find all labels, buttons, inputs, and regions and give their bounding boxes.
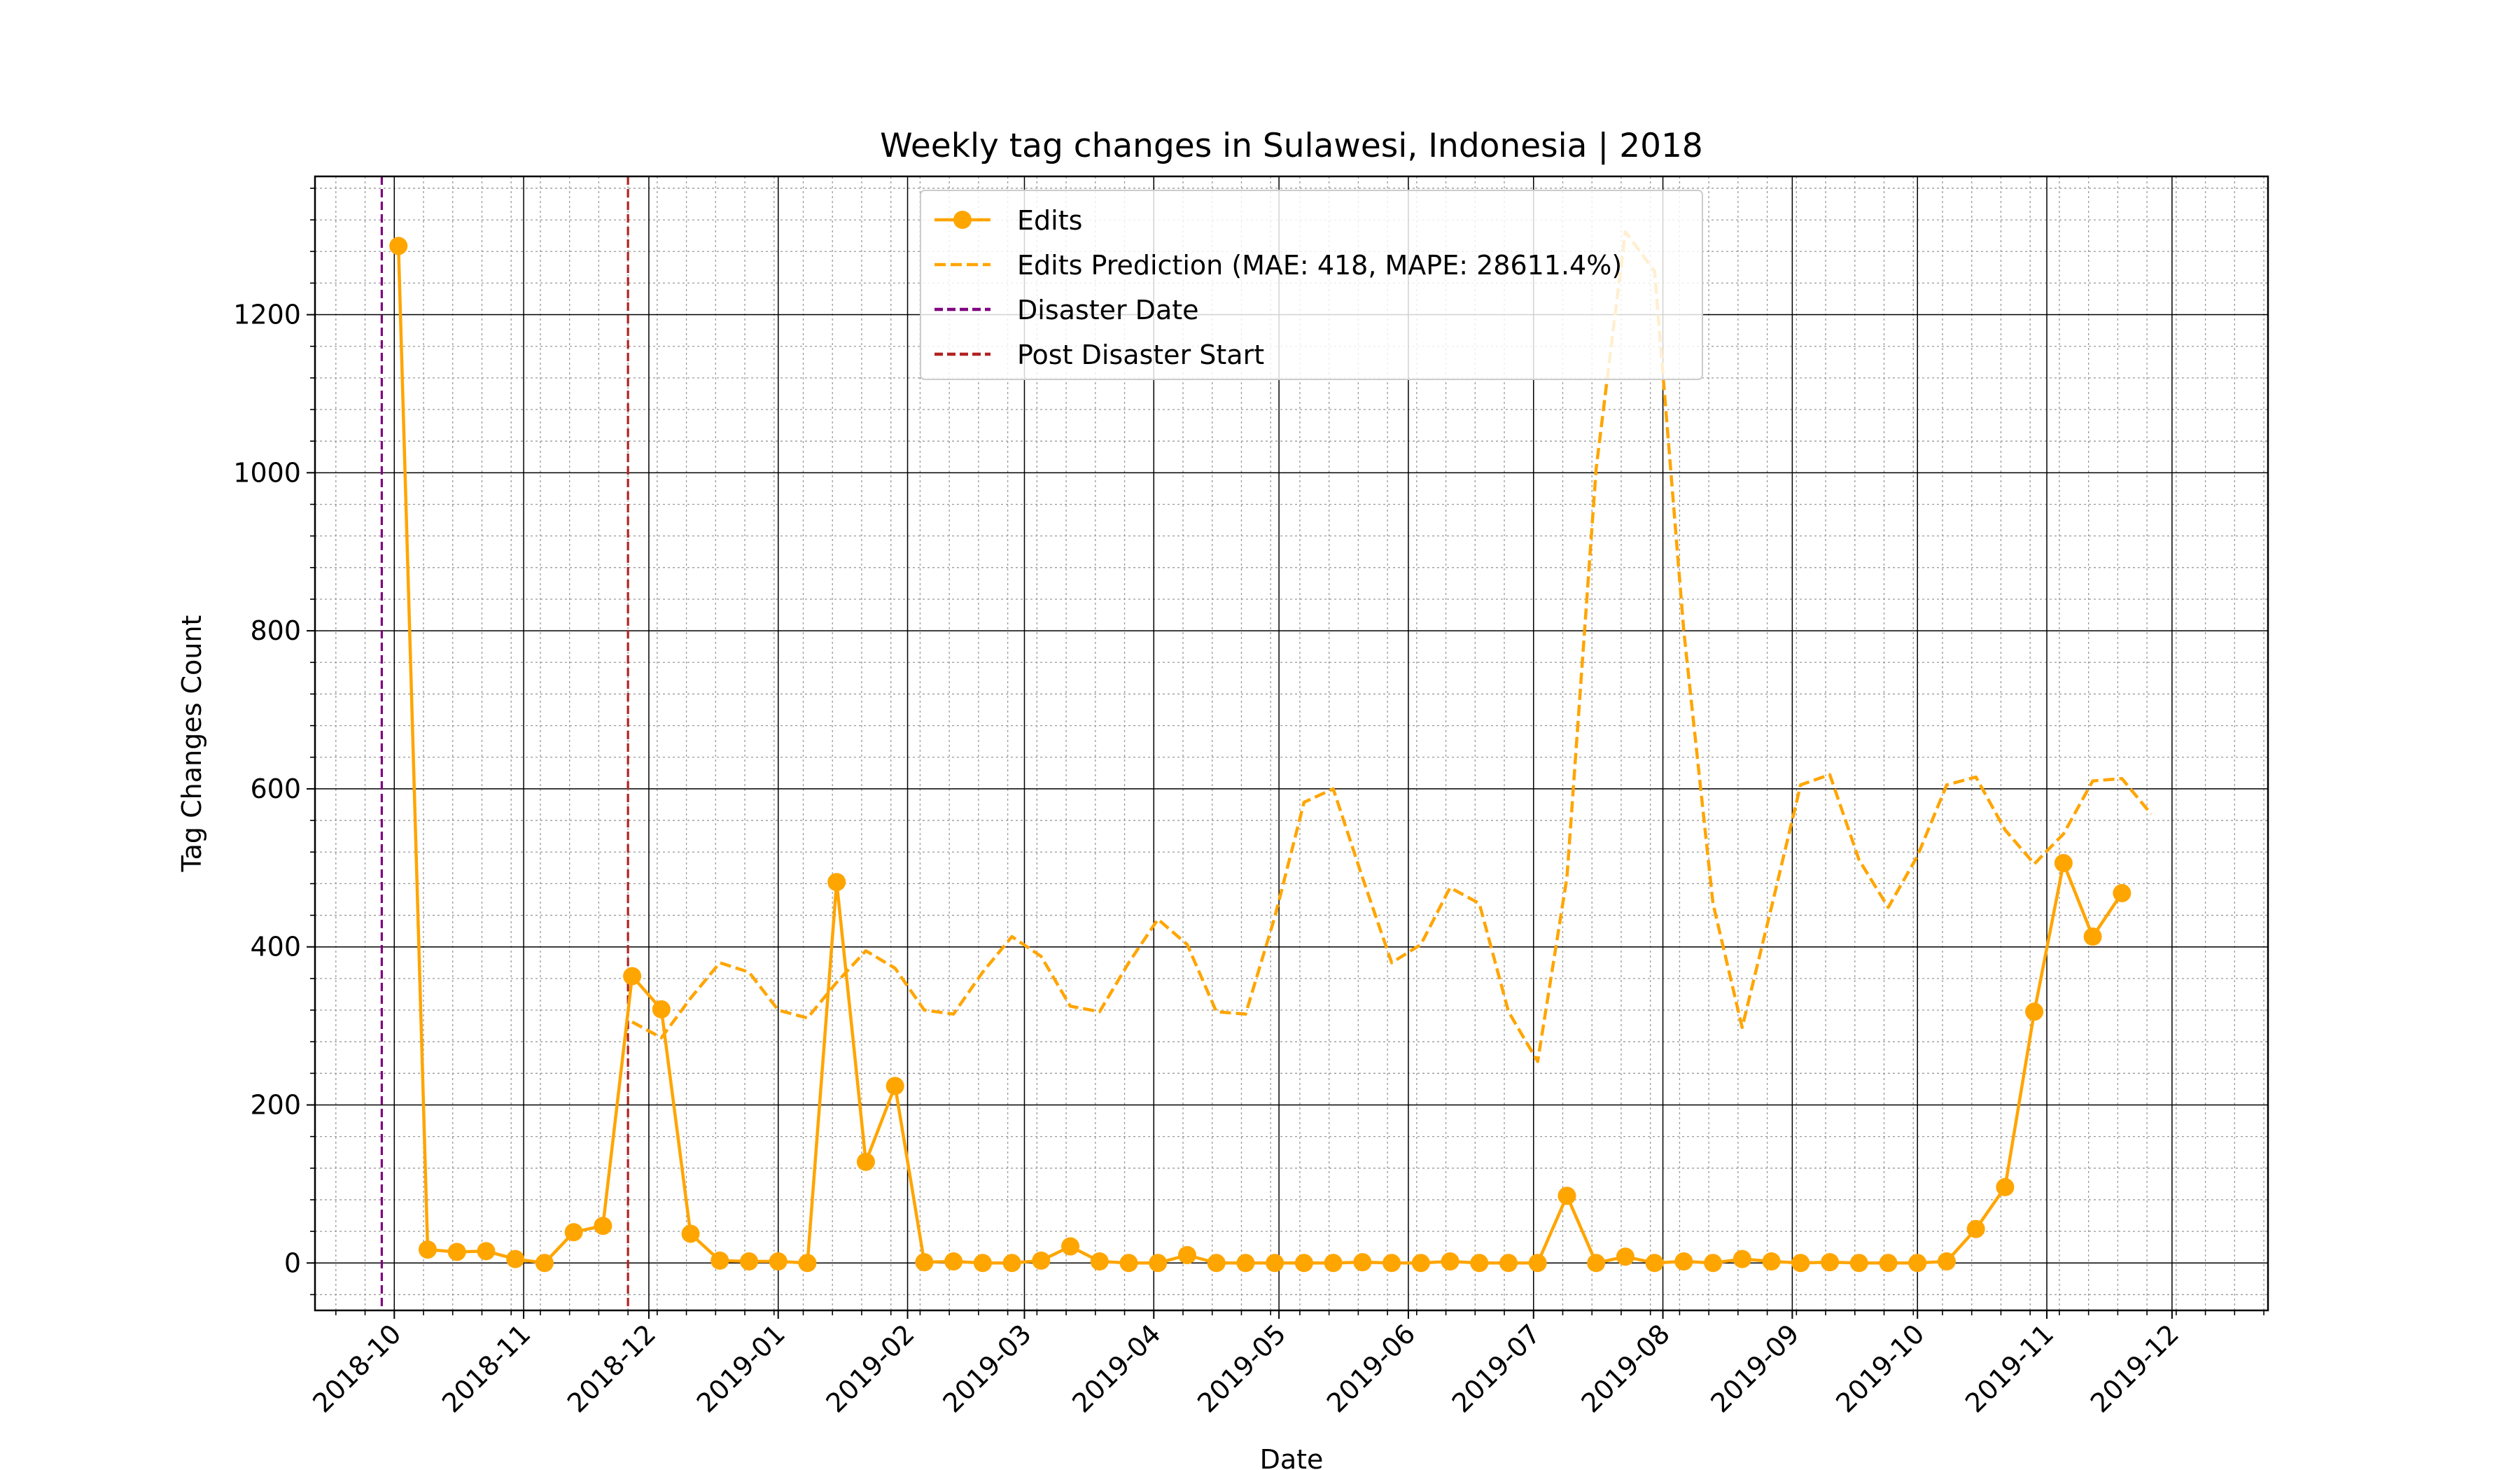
edits-point	[1791, 1254, 1810, 1273]
edits-point	[886, 1077, 904, 1096]
edits-point	[1821, 1253, 1840, 1272]
edits-point	[1177, 1245, 1196, 1264]
prediction-line	[631, 230, 2152, 1063]
edits-point	[1674, 1252, 1693, 1271]
y-tick-label: 800	[250, 615, 301, 646]
edits-point	[1966, 1219, 1985, 1238]
y-tick-label: 1200	[233, 300, 301, 330]
edits-point	[1149, 1254, 1168, 1273]
legend-marker	[953, 211, 972, 229]
edits-point	[1558, 1186, 1576, 1205]
legend-box	[920, 190, 1703, 380]
edits-point	[1879, 1254, 1898, 1273]
edits-point	[2083, 927, 2102, 946]
edits-point	[1382, 1254, 1401, 1273]
edits-point	[389, 237, 408, 255]
edits-point	[1616, 1247, 1634, 1266]
edits-point	[652, 1000, 671, 1018]
edits-point	[944, 1252, 963, 1271]
y-tick-label: 0	[284, 1247, 301, 1278]
edits-point	[1061, 1237, 1080, 1256]
edits-point	[1411, 1254, 1430, 1273]
edits-point	[1119, 1254, 1138, 1273]
edits-point	[1207, 1254, 1226, 1273]
edits-point	[827, 873, 846, 892]
chart-title: Weekly tag changes in Sulawesi, Indonesi…	[880, 127, 1703, 165]
x-axis-label: Date	[1260, 1444, 1324, 1470]
legend-label: Disaster Date	[1017, 295, 1199, 326]
edits-point	[1002, 1254, 1021, 1273]
legend-item-edits: Edits	[934, 205, 1082, 236]
edits-point	[1353, 1253, 1372, 1272]
edits-point	[915, 1253, 934, 1272]
edits-point	[1732, 1250, 1751, 1268]
edits-point	[564, 1223, 583, 1242]
edits-point	[447, 1242, 466, 1261]
legend-item-disaster-date: Disaster Date	[934, 295, 1199, 326]
legend-label: Post Disaster Start	[1017, 340, 1264, 370]
y-axis-label: Tag Changes Count	[176, 615, 207, 873]
edits-point	[740, 1252, 758, 1271]
edits-point	[2054, 854, 2073, 873]
edits-point	[1441, 1252, 1460, 1271]
edits-point	[1908, 1254, 1927, 1273]
plot-frame	[314, 175, 2269, 1312]
edits-point	[1645, 1254, 1664, 1273]
legend-label: Edits	[1017, 205, 1082, 236]
edits-point	[1587, 1254, 1606, 1273]
edits-point	[973, 1254, 992, 1273]
edits-point	[1266, 1254, 1284, 1273]
edits-point	[769, 1252, 788, 1271]
edits-point	[1762, 1252, 1781, 1271]
edits-point	[594, 1217, 612, 1236]
edits-point	[477, 1242, 496, 1261]
edits-point	[1704, 1254, 1723, 1273]
y-tick-label: 200	[250, 1089, 301, 1120]
edits-point	[856, 1152, 875, 1171]
edits-point	[1324, 1254, 1343, 1273]
edits-point	[681, 1224, 700, 1243]
edits-point	[1294, 1254, 1313, 1273]
series-layer	[389, 230, 2152, 1273]
y-tick-label: 600	[250, 774, 301, 804]
edits-point	[1996, 1177, 2015, 1196]
y-tick-label: 1000	[233, 457, 301, 488]
edits-point	[535, 1254, 554, 1273]
legend: Edits Edits Prediction (MAE: 418, MAPE: 2…	[920, 190, 1703, 380]
edits-point	[623, 967, 642, 986]
edits-point	[1849, 1254, 1868, 1273]
edits-point	[2113, 883, 2132, 902]
edits-point	[798, 1254, 817, 1273]
edits-point	[506, 1250, 525, 1268]
edits-point	[710, 1251, 729, 1270]
legend-item-prediction: Edits Prediction (MAE: 418, MAPE: 28611.…	[934, 250, 1622, 281]
edits-point	[1499, 1254, 1518, 1273]
edits-point	[1236, 1254, 1255, 1273]
edits-point	[1470, 1254, 1489, 1273]
edits-point	[1528, 1254, 1547, 1273]
reference-lines	[380, 176, 629, 1310]
y-tick-label: 400	[250, 932, 301, 962]
edits-point	[1937, 1252, 1956, 1271]
edits-point	[2025, 1002, 2044, 1021]
edits-point	[418, 1240, 437, 1259]
edits-point	[1032, 1251, 1051, 1270]
legend-label: Edits Prediction (MAE: 418, MAPE: 28611.…	[1017, 250, 1622, 281]
legend-item-post-disaster-start: Post Disaster Start	[934, 340, 1264, 370]
edits-point	[1090, 1252, 1109, 1271]
